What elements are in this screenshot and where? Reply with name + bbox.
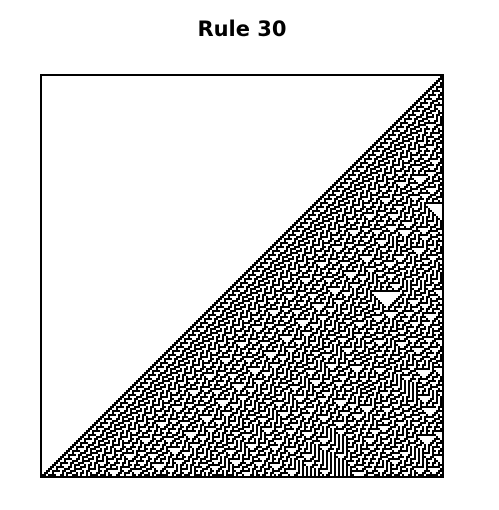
- diagram-title: Rule 30: [197, 17, 287, 41]
- automaton-frame: [40, 74, 444, 478]
- cellular-automaton-grid: [42, 76, 442, 476]
